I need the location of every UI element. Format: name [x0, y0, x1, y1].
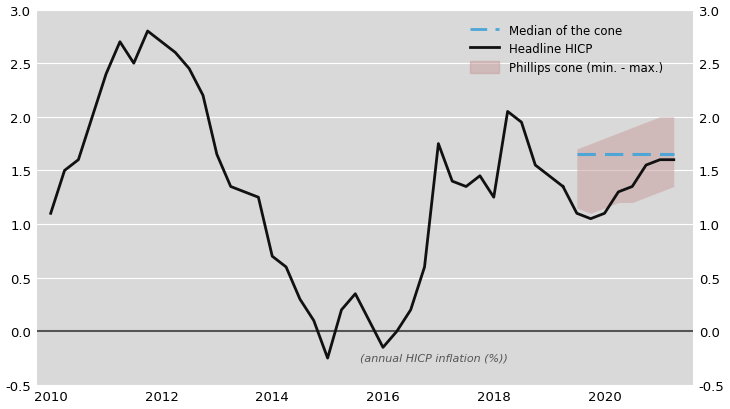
Text: (annual HICP inflation (%)): (annual HICP inflation (%))	[360, 353, 508, 362]
Legend: Median of the cone, Headline HICP, Phillips cone (min. - max.): Median of the cone, Headline HICP, Phill…	[465, 20, 667, 79]
